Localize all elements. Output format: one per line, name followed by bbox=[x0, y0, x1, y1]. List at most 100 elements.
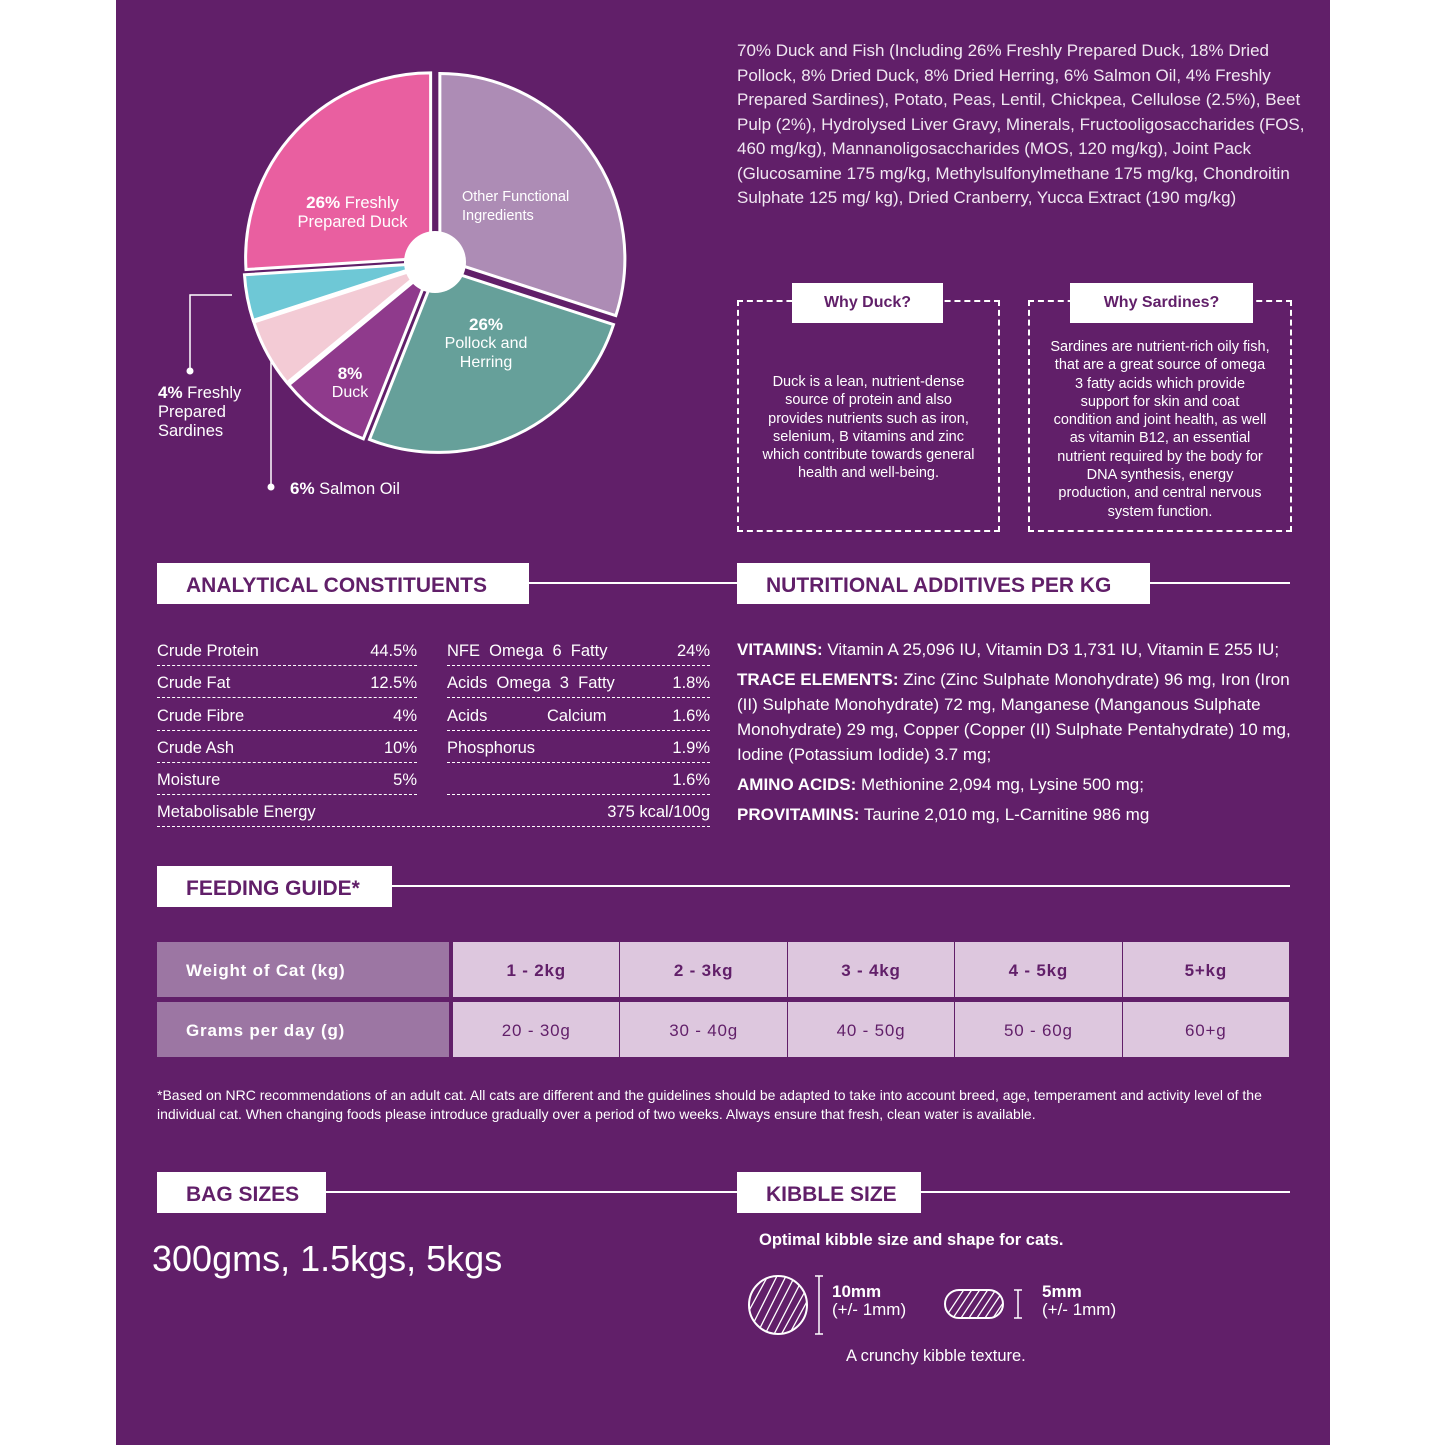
constituent-value: 1.6% bbox=[672, 771, 710, 790]
section-title: NUTRITIONAL ADDITIVES PER KG bbox=[737, 563, 1150, 604]
constituent-label: Acids Calcium bbox=[447, 706, 607, 725]
constituent-label: Phosphorus bbox=[447, 738, 536, 757]
constituent-value: 5% bbox=[393, 771, 417, 790]
constituent-value: 375 kcal/100g bbox=[607, 803, 710, 821]
slice-value: 26% bbox=[306, 193, 341, 212]
why-title: Why Sardines? bbox=[1070, 283, 1253, 323]
why-title: Why Duck? bbox=[792, 283, 943, 323]
ingredients: 70% Duck and Fish (Including 26% Freshly… bbox=[737, 41, 1305, 207]
slice-value: 6% bbox=[290, 479, 315, 498]
constituent-row: Crude Protein 44.5% bbox=[157, 639, 417, 666]
leader-dot bbox=[186, 367, 194, 375]
slice-value: 26% bbox=[468, 315, 504, 334]
table-cell: 30 - 40g bbox=[620, 1002, 787, 1057]
kibble-tolerance: (+/- 1mm) bbox=[1042, 1300, 1117, 1319]
additive-text: Methionine 2,094 mg, Lysine 500 mg; bbox=[861, 775, 1144, 794]
pie-slice bbox=[438, 71, 627, 318]
kibble-round bbox=[748, 1275, 808, 1335]
constituent-row: 1.6% bbox=[447, 768, 710, 796]
table-cell: 3 - 4kg bbox=[787, 942, 955, 997]
kibble-icons bbox=[748, 1275, 1022, 1335]
constituent-value: 1.8% bbox=[672, 674, 710, 693]
section-title: ANALYTICAL CONSTITUENTS bbox=[157, 563, 529, 604]
rule bbox=[392, 885, 1290, 887]
kibble-note: A crunchy kibble texture. bbox=[846, 1347, 1026, 1365]
additive-label: AMINO ACIDS: bbox=[737, 775, 857, 794]
additive-item: AMINO ACIDS: Methionine 2,094 mg, Lysine… bbox=[737, 772, 1312, 797]
additive-label: PROVITAMINS: bbox=[737, 805, 860, 824]
section-title: KIBBLE SIZE bbox=[737, 1172, 921, 1213]
leader-line bbox=[189, 294, 232, 370]
additive-text: Vitamin A 25,096 IU, Vitamin D3 1,731 IU… bbox=[827, 640, 1280, 659]
constituent-row: Metabolisable Energy 375 kcal/100g bbox=[157, 800, 710, 827]
table-cell: 40 - 50g bbox=[787, 1002, 955, 1057]
rule bbox=[1150, 582, 1290, 584]
additive-label: TRACE ELEMENTS: bbox=[737, 670, 899, 689]
table-cell: 20 - 30g bbox=[453, 1002, 620, 1057]
pie-slice bbox=[251, 263, 431, 385]
pie-chart bbox=[186, 71, 627, 491]
additive-item: TRACE ELEMENTS: Zinc (Zinc Sulphate Mono… bbox=[737, 667, 1312, 767]
why-text: Sardines are nutrient-rich oily fish, th… bbox=[1050, 339, 1270, 520]
constituent-row: Crude Fat 12.5% bbox=[157, 671, 417, 699]
constituent-label: Crude Ash bbox=[157, 738, 235, 757]
additive-item: VITAMINS: Vitamin A 25,096 IU, Vitamin D… bbox=[737, 637, 1312, 662]
slice-label: Other Functional Ingredients bbox=[462, 188, 572, 226]
slice-name: Duck bbox=[331, 384, 369, 401]
table-cell: 5+kg bbox=[1122, 942, 1289, 997]
additive-item: PROVITAMINS: Taurine 2,010 mg, L-Carniti… bbox=[737, 802, 1312, 827]
constituent-label: Acids Omega 3 Fatty bbox=[447, 674, 615, 693]
slice-name: Salmon Oil bbox=[319, 480, 400, 498]
slice-name: Other Functional Ingredients bbox=[462, 189, 570, 224]
kibble-size: 10mm bbox=[832, 1282, 882, 1301]
section-title: FEEDING GUIDE* bbox=[157, 866, 392, 907]
constituent-label: NFE Omega 6 Fatty bbox=[447, 642, 608, 660]
kibble-tolerance: (+/- 1mm) bbox=[832, 1300, 907, 1319]
additive-text: Taurine 2,010 mg, L-Carnitine 986 mg bbox=[863, 805, 1150, 824]
constituent-row: Crude Ash 10% bbox=[157, 736, 417, 763]
slice-label: 4% Freshly Prepared Sardines bbox=[158, 383, 278, 441]
table-cell: 50 - 60g bbox=[955, 1002, 1122, 1057]
kibble-size: 5mm bbox=[1042, 1282, 1082, 1301]
slice-label: 26% Freshly Prepared Duck bbox=[285, 193, 420, 232]
rule bbox=[529, 582, 737, 584]
slice-name: Freshly Prepared Sardines bbox=[158, 384, 242, 440]
rule bbox=[326, 1191, 737, 1193]
table-cell: Grams per day (g) bbox=[157, 1002, 449, 1057]
constituent-value: 12.5% bbox=[370, 674, 417, 693]
slice-label: 8% Duck bbox=[300, 364, 400, 402]
slice-value: 4% bbox=[158, 383, 183, 402]
constituent-value: 44.5% bbox=[370, 642, 417, 660]
table-cell: 2 - 3kg bbox=[620, 942, 787, 997]
constituent-label: Crude Fat bbox=[157, 674, 231, 693]
size-marker bbox=[815, 1275, 823, 1335]
size-marker bbox=[1014, 1289, 1022, 1319]
section-title: BAG SIZES bbox=[157, 1172, 326, 1213]
additives-list: VITAMINS: Vitamin A 25,096 IU, Vitamin D… bbox=[737, 637, 1312, 832]
constituent-label: Moisture bbox=[157, 771, 221, 790]
pie-slice bbox=[244, 71, 433, 272]
constituent-value: 1.9% bbox=[672, 738, 710, 757]
slice-label: 26% Pollock and Herring bbox=[426, 315, 546, 372]
constituent-value: 4% bbox=[393, 706, 417, 725]
constituent-value: 24% bbox=[676, 642, 710, 660]
constituent-row: Moisture 5% bbox=[157, 768, 417, 796]
leader-dot bbox=[267, 483, 275, 491]
hatch bbox=[945, 1290, 1003, 1318]
additive-label: VITAMINS: bbox=[737, 640, 823, 659]
constituent-row: Acids Calcium 1.6% bbox=[447, 704, 710, 731]
constituent-label: Crude Protein bbox=[157, 642, 259, 660]
constituent-value: 1.6% bbox=[672, 706, 710, 725]
constituent-row: Crude Fibre 4% bbox=[157, 704, 417, 731]
table-cell: Weight of Cat (kg) bbox=[157, 942, 449, 997]
pie-slice bbox=[242, 261, 430, 323]
slice-name: Freshly Prepared Duck bbox=[297, 194, 408, 231]
constituent-value: 10% bbox=[383, 738, 417, 757]
constituent-row: Phosphorus 1.9% bbox=[447, 736, 710, 763]
footnote: *Based on NRC recommendations of an adul… bbox=[157, 1087, 1262, 1122]
slice-name: Pollock and Herring bbox=[444, 335, 528, 371]
rule bbox=[921, 1191, 1290, 1193]
additive-text: Zinc (Zinc Sulphate Monohydrate) 96 mg, … bbox=[737, 670, 1291, 764]
slice-value: 8% bbox=[337, 364, 363, 383]
